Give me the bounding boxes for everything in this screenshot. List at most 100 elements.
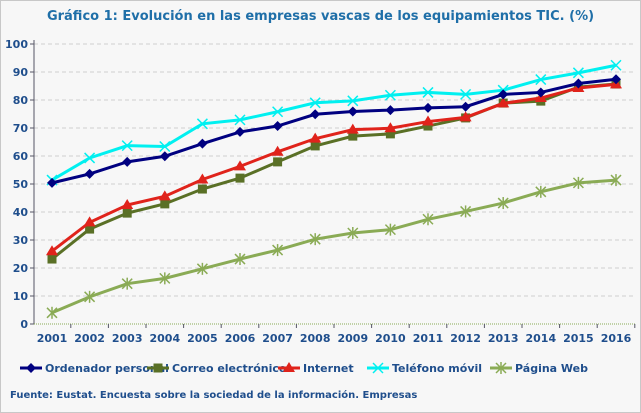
data-point-pagina-web (159, 272, 171, 285)
data-point-telefono-movil (121, 140, 133, 152)
data-point-correo-electronico (423, 121, 433, 131)
data-point-ordenador-personal (385, 105, 396, 116)
x-tick-label: 2012 (450, 332, 481, 345)
data-point-internet (196, 173, 209, 184)
data-point-pagina-web (384, 223, 396, 236)
data-point-pagina-web (234, 253, 246, 266)
data-point-correo-electronico (310, 141, 320, 151)
data-point-internet (459, 111, 472, 122)
x-tick-label: 2014 (525, 332, 556, 345)
series-line-correo-electronico (51, 82, 617, 261)
y-tick-label: 20 (13, 262, 29, 275)
data-point-ordenador-personal (573, 78, 584, 89)
data-point-telefono-movil (572, 67, 584, 79)
data-point-internet (46, 245, 58, 256)
source-note: Fuente: Eustat. Encuesta sobre la socied… (10, 390, 418, 401)
data-point-correo-electronico (348, 131, 358, 141)
legend-marker-internet (283, 362, 295, 372)
data-point-internet (83, 216, 96, 227)
y-tick-label: 40 (13, 206, 29, 219)
data-point-ordenador-personal (122, 156, 133, 167)
series-line-telefono-movil (51, 63, 617, 182)
series-line-ordenador-personal (51, 77, 617, 185)
data-point-correo-electronico (85, 224, 95, 234)
data-point-ordenador-personal (347, 106, 358, 117)
data-point-telefono-movil (460, 88, 472, 100)
data-point-pagina-web (422, 213, 434, 226)
data-point-internet (422, 115, 434, 126)
data-point-ordenador-personal (84, 168, 95, 179)
data-point-ordenador-personal (535, 87, 546, 98)
data-point-telefono-movil (272, 106, 284, 118)
data-point-internet (497, 97, 510, 108)
y-tick-label: 70 (13, 122, 29, 135)
data-point-internet (384, 122, 397, 133)
data-point-pagina-web (272, 244, 284, 257)
data-point-correo-electronico (385, 129, 395, 139)
data-point-telefono-movil (384, 89, 396, 101)
data-point-pagina-web (196, 262, 208, 275)
data-point-pagina-web (347, 227, 359, 239)
y-tick-label: 100 (5, 38, 28, 51)
x-tick-label: 2005 (187, 332, 218, 345)
data-point-telefono-movil (234, 114, 246, 126)
data-point-internet (234, 160, 246, 171)
y-tick-label: 90 (13, 66, 29, 79)
data-point-internet (271, 145, 284, 156)
data-point-correo-electronico (160, 199, 170, 209)
data-point-internet (309, 132, 322, 143)
series-line-internet (51, 82, 617, 253)
data-point-pagina-web (535, 185, 547, 198)
x-tick-label: 2002 (74, 332, 105, 345)
x-tick-label: 2001 (37, 332, 68, 345)
data-point-pagina-web (84, 290, 96, 303)
x-tick-label: 2004 (149, 332, 180, 345)
legend-label-internet: Internet (303, 362, 354, 375)
x-tick-label: 2010 (375, 332, 406, 345)
data-point-ordenador-personal (498, 89, 509, 100)
x-tick-label: 2008 (300, 332, 331, 345)
legend-marker-correo-electronico (153, 363, 163, 373)
data-point-telefono-movil (535, 74, 547, 86)
data-point-pagina-web (610, 174, 622, 187)
legend-marker-pagina-web (495, 362, 507, 374)
x-tick-label: 2015 (563, 332, 594, 345)
y-tick-label: 50 (13, 178, 29, 191)
data-point-ordenador-personal (235, 126, 245, 137)
data-point-ordenador-personal (272, 121, 283, 132)
data-point-ordenador-personal (159, 151, 170, 162)
data-point-telefono-movil (84, 152, 96, 164)
legend-marker-ordenador-personal (26, 363, 36, 373)
legend-marker-telefono-movil (372, 362, 384, 374)
data-point-correo-electronico (47, 254, 57, 264)
series-line-pagina-web (51, 178, 617, 315)
data-point-ordenador-personal (310, 109, 321, 120)
x-tick-label: 2011 (413, 332, 444, 345)
data-point-internet (158, 190, 171, 201)
data-point-pagina-web (460, 205, 472, 218)
data-point-correo-electronico (197, 184, 207, 194)
x-tick-label: 2003 (112, 332, 143, 345)
data-point-correo-electronico (273, 157, 283, 167)
data-point-ordenador-personal (611, 74, 621, 85)
data-point-internet (346, 123, 359, 134)
data-point-telefono-movil (159, 140, 171, 153)
data-point-telefono-movil (196, 118, 208, 130)
data-point-telefono-movil (309, 97, 321, 109)
legend-label-correo-electronico: Correo electrónico (172, 362, 287, 375)
data-point-internet (121, 199, 134, 209)
data-point-pagina-web (497, 197, 509, 210)
data-point-pagina-web (121, 277, 133, 290)
data-point-telefono-movil (422, 86, 434, 98)
data-point-ordenador-personal (460, 101, 471, 112)
legend-label-telefono-movil: Teléfono móvil (392, 362, 482, 375)
chart-title: Gráfico 1: Evolución en las empresas vas… (46, 9, 595, 24)
data-point-pagina-web (572, 176, 584, 189)
data-point-telefono-movil (347, 95, 359, 107)
data-point-correo-electronico (122, 208, 132, 218)
y-tick-label: 0 (20, 318, 28, 331)
data-point-correo-electronico (235, 173, 245, 183)
data-point-pagina-web (309, 233, 321, 246)
x-tick-label: 2016 (601, 332, 632, 345)
